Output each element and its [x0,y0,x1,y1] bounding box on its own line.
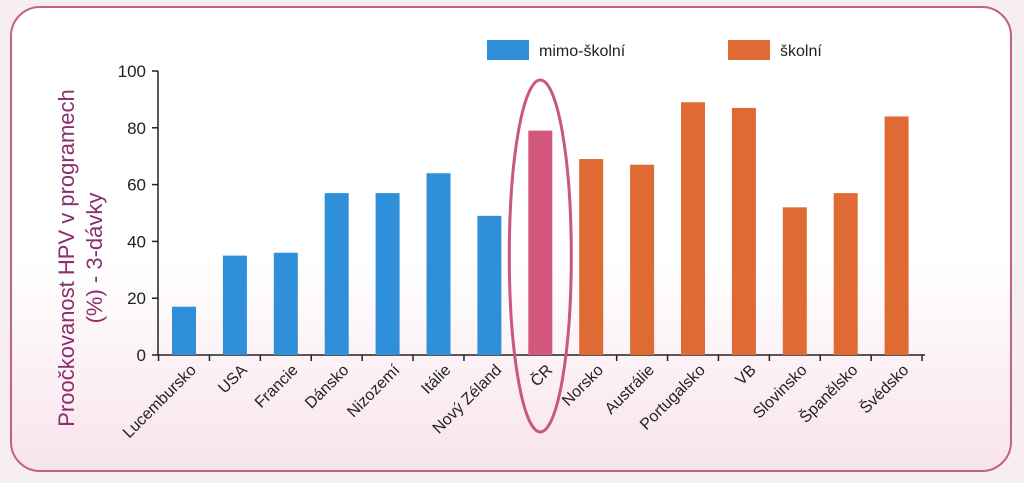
bar-portugalsko [681,102,705,356]
bar-usa [222,255,247,355]
bar-švédsko [884,116,909,355]
highlight-group [507,78,573,434]
y-tick-label: 20 [127,289,146,308]
x-tick-label: USA [215,362,251,398]
legend-swatch [487,40,529,60]
bar-slovinsko [782,207,807,355]
y-tick-label: 0 [137,346,146,365]
bar-vb [731,107,756,355]
legend-label: školní [780,43,822,60]
bar-nizozemí [375,193,400,355]
y-tick-label: 60 [127,176,146,195]
x-tick-label: Nizozemí [344,361,404,421]
x-tick-label: Dánsko [302,362,352,412]
y-tick-label: 80 [127,119,146,138]
bar-itálie [426,173,451,355]
x-tick-label: Norsko [559,362,607,410]
y-tick-label: 40 [127,232,146,251]
y-tick-label: 100 [118,62,146,81]
y-axis-title: Proočkovanost HPV v programech (%) - 3-d… [54,89,107,427]
x-tick-label: VB [733,362,760,389]
x-tick-label: Itálie [418,362,454,398]
bar-dánsko [324,193,349,355]
bar-austrálie [630,164,655,355]
legend: mimo-školní školní [487,40,822,60]
legend-label: mimo-školní [539,43,626,60]
bar-francie [273,252,298,355]
bar-lucembursko [172,306,196,355]
y-axis-title-line-2: (%) - 3-dávky [82,193,107,324]
y-axis-title-line-1: Proočkovanost HPV v programech [54,89,79,427]
x-tick-label: Švédsko [856,360,913,417]
bar-nový-zéland [477,215,502,355]
legend-swatch [728,40,770,60]
bars [172,102,909,356]
bar-norsko [579,159,604,355]
bar-španělsko [833,193,858,355]
x-tick-label: ČR [526,360,556,390]
bar-čr [528,130,553,355]
x-tick-label: Lucembursko [120,362,200,442]
highlight-ellipse [507,78,573,434]
x-tick-label: Francie [252,362,302,412]
